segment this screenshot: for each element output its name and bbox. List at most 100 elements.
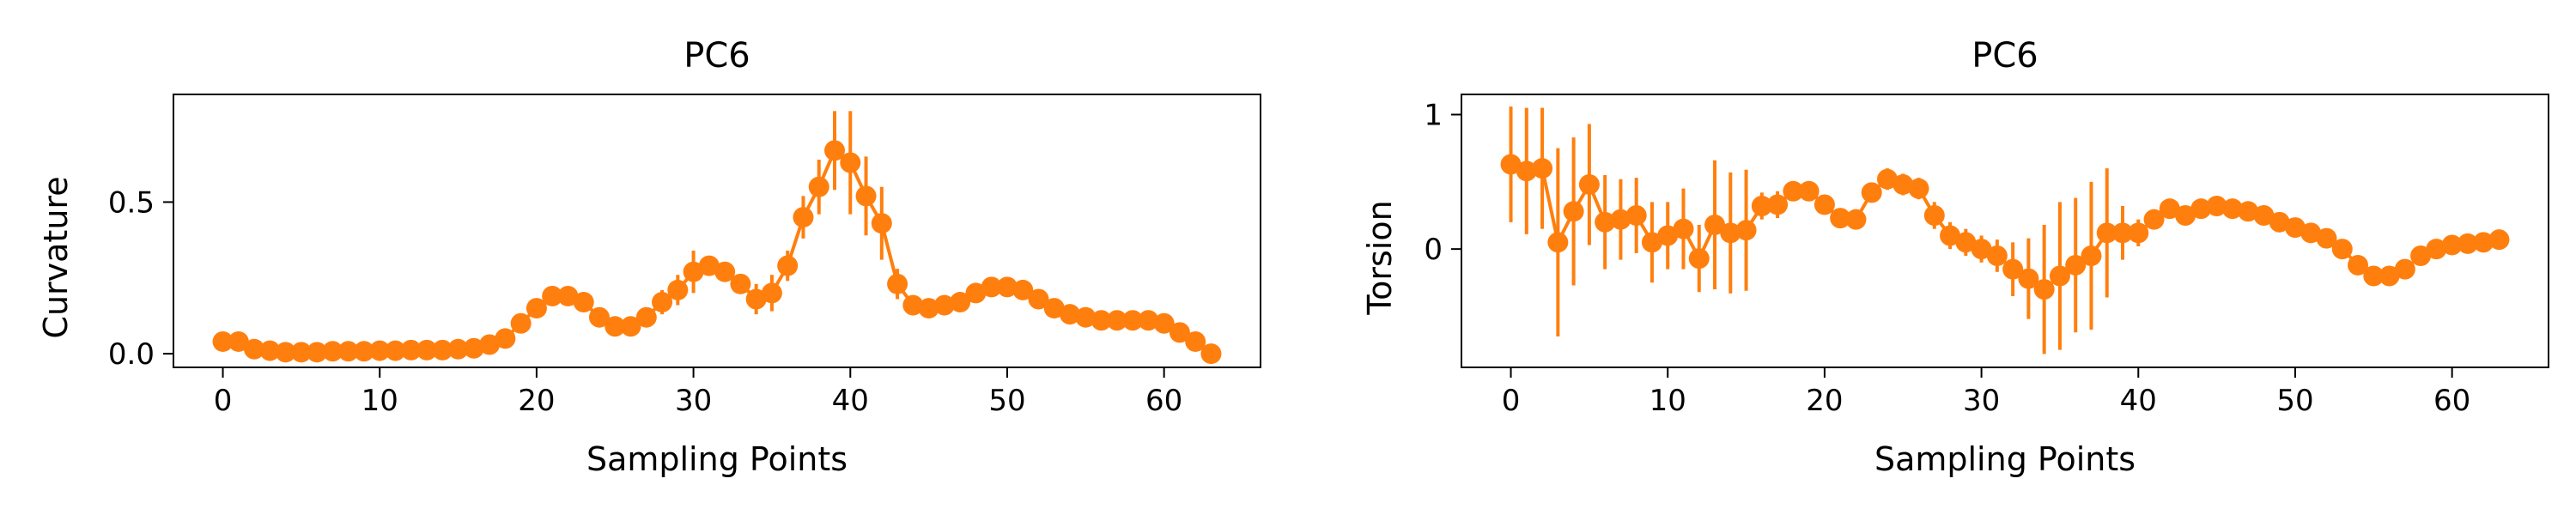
torsion-data-point bbox=[2269, 211, 2290, 233]
torsion-data-point bbox=[1923, 204, 1945, 226]
torsion-data-point bbox=[1516, 161, 1537, 182]
curvature-data-point bbox=[1028, 288, 1049, 310]
torsion-data-point bbox=[1861, 182, 1882, 203]
curvature-data-point bbox=[1185, 330, 1206, 352]
torsion-data-point bbox=[1563, 201, 1584, 222]
torsion-data-point bbox=[1845, 209, 1867, 230]
torsion-data-point bbox=[2488, 229, 2510, 251]
torsion-data-point bbox=[2316, 227, 2337, 249]
torsion-x-tick-label: 40 bbox=[2120, 384, 2157, 418]
torsion-data-point bbox=[1610, 209, 1631, 230]
curvature-data-point bbox=[698, 255, 720, 276]
torsion-data-point bbox=[1688, 248, 1710, 270]
curvature-data-point bbox=[871, 213, 892, 234]
torsion-x-tick-label: 60 bbox=[2433, 384, 2470, 418]
torsion-data-point bbox=[2206, 196, 2227, 217]
torsion-data-point bbox=[2300, 222, 2322, 244]
torsion-data-point bbox=[1830, 208, 1851, 229]
curvature-data-point bbox=[290, 342, 312, 363]
torsion-data-point bbox=[1798, 180, 1820, 202]
curvature-data-point bbox=[228, 330, 249, 352]
torsion-data-point bbox=[2065, 254, 2087, 276]
torsion-data-point bbox=[1971, 239, 1992, 260]
torsion-data-point bbox=[1657, 225, 1679, 246]
torsion-data-point bbox=[2363, 265, 2385, 287]
torsion-x-axis-label: Sampling Points bbox=[1874, 440, 2136, 478]
curvature-x-tick-label: 40 bbox=[832, 384, 869, 418]
torsion-y-tick-label: 0 bbox=[1424, 233, 1443, 267]
torsion-data-point bbox=[1814, 194, 1835, 215]
curvature-data-point bbox=[588, 306, 610, 328]
curvature-plot-marks bbox=[212, 111, 1222, 365]
curvature-data-point bbox=[573, 292, 594, 313]
torsion-data-point bbox=[2379, 265, 2400, 287]
torsion-plot-marks bbox=[1500, 106, 2510, 354]
curvature-data-point bbox=[635, 306, 657, 328]
torsion-y-axis-label: Torsion bbox=[1361, 200, 1399, 315]
torsion-data-point bbox=[1767, 194, 1789, 215]
torsion-data-point bbox=[1955, 232, 1977, 253]
curvature-data-point bbox=[965, 282, 987, 304]
curvature-data-point bbox=[557, 285, 579, 306]
torsion-data-point bbox=[1547, 232, 1569, 253]
curvature-data-point bbox=[793, 207, 814, 228]
torsion-data-point bbox=[1625, 204, 1647, 226]
curvature-y-axis-label: Curvature bbox=[37, 176, 75, 338]
curvature-data-point bbox=[259, 340, 281, 361]
curvature-data-point bbox=[981, 276, 1002, 298]
curvature-data-point bbox=[730, 273, 751, 294]
curvature-data-point bbox=[479, 334, 501, 355]
curvature-data-point bbox=[212, 330, 234, 352]
torsion-data-point bbox=[2284, 217, 2306, 239]
torsion-data-point bbox=[2473, 232, 2494, 253]
curvature-x-tick-label: 0 bbox=[214, 384, 233, 418]
torsion-data-point bbox=[1500, 154, 1522, 175]
torsion-data-point bbox=[2238, 201, 2259, 222]
curvature-data-point bbox=[777, 255, 799, 276]
torsion-chart: PC6 Sampling Points Torsion 0 10 20 30 40 50 6… bbox=[1361, 36, 2549, 478]
torsion-data-point bbox=[2410, 245, 2432, 266]
torsion-axes: 0 10 20 30 40 50 60 0 1 bbox=[1424, 98, 2470, 418]
torsion-data-point bbox=[1940, 225, 1961, 246]
curvature-x-tick-label: 60 bbox=[1145, 384, 1182, 418]
curvature-data-point bbox=[1200, 343, 1222, 365]
curvature-data-point bbox=[824, 140, 846, 161]
curvature-data-point bbox=[683, 261, 704, 282]
torsion-data-point bbox=[2159, 198, 2180, 220]
curvature-data-point bbox=[369, 340, 391, 361]
torsion-data-point bbox=[2426, 239, 2447, 260]
curvature-data-point bbox=[353, 341, 374, 362]
torsion-data-point bbox=[2221, 198, 2243, 220]
torsion-data-point bbox=[1641, 232, 1662, 253]
torsion-data-point bbox=[2175, 204, 2196, 226]
curvature-data-point bbox=[667, 279, 689, 300]
curvature-data-point bbox=[1106, 310, 1127, 331]
curvature-data-point bbox=[605, 316, 626, 337]
torsion-data-point bbox=[2253, 204, 2275, 226]
torsion-data-point bbox=[2441, 234, 2463, 256]
torsion-data-point bbox=[1751, 196, 1772, 217]
torsion-data-point bbox=[1876, 168, 1898, 190]
curvature-data-point bbox=[463, 337, 484, 359]
torsion-data-point bbox=[2096, 222, 2117, 244]
curvature-data-point bbox=[322, 341, 343, 362]
curvature-x-axis-label: Sampling Points bbox=[586, 440, 848, 478]
curvature-data-point bbox=[542, 285, 563, 306]
torsion-plot-frame bbox=[1461, 94, 2549, 368]
curvature-data-point bbox=[761, 282, 782, 304]
torsion-data-point bbox=[2331, 239, 2353, 260]
torsion-x-tick-label: 50 bbox=[2276, 384, 2313, 418]
curvature-data-point bbox=[416, 339, 438, 360]
curvature-data-point bbox=[620, 316, 641, 337]
torsion-data-point bbox=[1704, 214, 1726, 235]
curvature-data-point bbox=[1122, 310, 1144, 331]
curvature-data-point bbox=[432, 339, 453, 360]
curvature-x-tick-label: 20 bbox=[518, 384, 555, 418]
curvature-data-point bbox=[855, 185, 877, 207]
torsion-data-point bbox=[2081, 245, 2102, 266]
torsion-data-point bbox=[1908, 178, 1929, 199]
curvature-data-point bbox=[495, 328, 516, 349]
curvature-data-point bbox=[447, 338, 469, 360]
